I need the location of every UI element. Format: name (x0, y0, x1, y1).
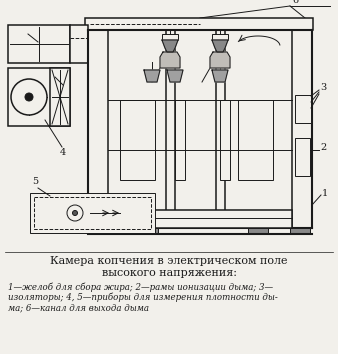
Bar (295, 95, 311, 123)
Polygon shape (212, 40, 228, 52)
Bar (290, 228, 310, 234)
Bar (212, 34, 228, 40)
Text: 5: 5 (32, 177, 38, 186)
Text: 3: 3 (320, 84, 326, 92)
Circle shape (25, 93, 33, 101)
Circle shape (72, 211, 77, 216)
Bar (220, 100, 230, 180)
Bar (248, 228, 268, 234)
Polygon shape (144, 70, 160, 82)
Bar (108, 210, 292, 228)
Bar (34, 197, 151, 229)
Bar (50, 68, 70, 126)
Text: ма; 6—канал для выхода дыма: ма; 6—канал для выхода дыма (8, 303, 149, 312)
Text: Камера копчения в электрическом поле: Камера копчения в электрическом поле (50, 256, 288, 266)
Polygon shape (212, 70, 228, 82)
Bar (70, 25, 88, 63)
Text: высокого напряжения:: высокого напряжения: (101, 268, 237, 278)
Bar (295, 138, 310, 176)
Circle shape (11, 79, 47, 115)
Bar (85, 18, 313, 30)
Text: 2: 2 (320, 143, 326, 153)
Polygon shape (210, 52, 230, 68)
Bar (162, 34, 178, 40)
Polygon shape (167, 70, 183, 82)
Bar (8, 68, 70, 126)
Text: 6: 6 (292, 0, 298, 5)
Bar (30, 193, 155, 233)
Polygon shape (160, 52, 180, 68)
Bar (120, 100, 155, 180)
Bar (8, 25, 70, 63)
Text: изоляторы; 4, 5—приборы для измерения плотности ды-: изоляторы; 4, 5—приборы для измерения пл… (8, 292, 278, 302)
Text: 1: 1 (322, 188, 328, 198)
Bar (138, 228, 158, 234)
Text: 1—желоб для сбора жира; 2—рамы ионизации дыма; 3—: 1—желоб для сбора жира; 2—рамы ионизации… (8, 282, 273, 291)
Bar (175, 100, 185, 180)
Text: 4: 4 (60, 148, 66, 157)
Polygon shape (162, 40, 178, 52)
Bar (238, 100, 273, 180)
